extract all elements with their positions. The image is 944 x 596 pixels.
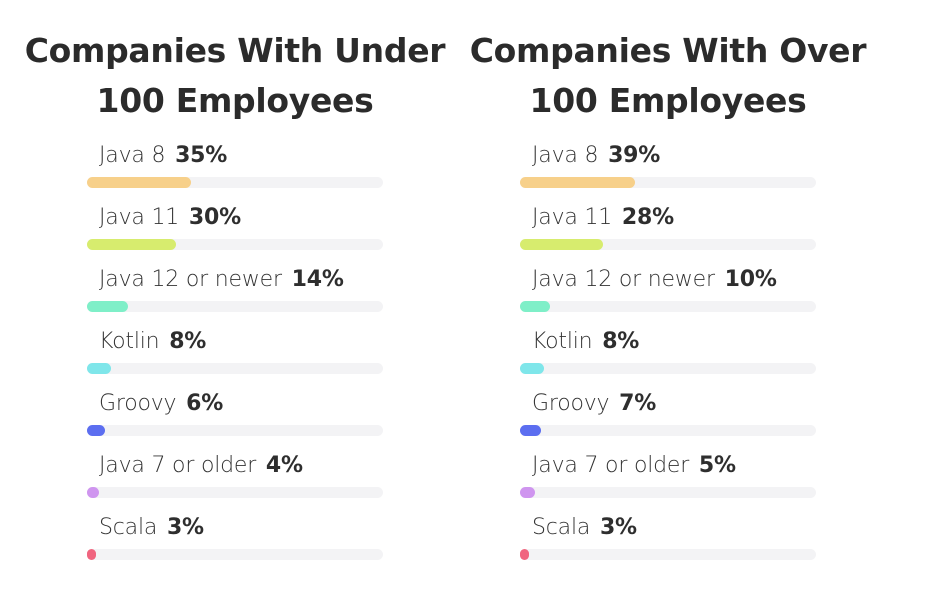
chart-panel-over-100: Companies With Over 100 Employees Java 8… [448, 0, 888, 596]
bar-label: Java 11 28% [532, 205, 674, 230]
bar-track [520, 301, 816, 312]
bar-label: Scala 3% [99, 515, 204, 540]
bar-fill [87, 549, 96, 560]
bar-value-label: 7% [619, 391, 657, 416]
bar-fill [87, 301, 129, 312]
bar-track [520, 177, 816, 188]
bar-value-label: 10% [724, 267, 777, 292]
bar-fill [520, 549, 529, 560]
bar-label: Java 8 35% [99, 143, 227, 168]
bar-fill [520, 425, 541, 436]
bar-track [520, 425, 816, 436]
bar-row: Java 11 30% [87, 202, 383, 264]
bar-value-label: 30% [188, 205, 241, 230]
bar-value-label: 6% [186, 391, 224, 416]
bar-row: Groovy 7% [520, 388, 816, 450]
bar-track [87, 549, 383, 560]
bar-fill [520, 487, 535, 498]
bar-category-label: Groovy [532, 391, 610, 416]
bar-label: Java 12 or newer 10% [532, 267, 777, 292]
bar-category-label: Java 8 [99, 143, 166, 168]
bar-category-label: Java 12 or newer [532, 267, 715, 292]
chart-title-line: 100 Employees [529, 81, 807, 120]
bar-label: Groovy 7% [532, 391, 656, 416]
bar-category-label: Java 12 or newer [99, 267, 282, 292]
bar-value-label: 8% [169, 329, 207, 354]
bar-label: Java 8 39% [532, 143, 660, 168]
bar-label: Java 7 or older 5% [532, 453, 736, 478]
chart-title-under-100: Companies With Under 100 Employees [15, 26, 455, 126]
bar-row: Kotlin 8% [87, 326, 383, 388]
bar-row: Java 12 or newer 14% [87, 264, 383, 326]
bar-value-label: 3% [599, 515, 637, 540]
bar-track [87, 301, 383, 312]
bar-category-label: Scala [99, 515, 158, 540]
bar-track [87, 177, 383, 188]
bar-category-label: Java 8 [532, 143, 599, 168]
bar-fill [520, 177, 636, 188]
bar-track [87, 363, 383, 374]
bar-row: Java 7 or older 5% [520, 450, 816, 512]
bar-label: Scala 3% [532, 515, 637, 540]
bar-label: Java 11 30% [99, 205, 241, 230]
bar-category-label: Java 11 [99, 205, 180, 230]
bar-value-label: 8% [602, 329, 640, 354]
bar-row: Java 11 28% [520, 202, 816, 264]
bar-fill [87, 239, 176, 250]
bar-category-label: Scala [532, 515, 591, 540]
bar-fill [520, 363, 544, 374]
bar-row: Java 8 35% [87, 140, 383, 202]
bar-list: Java 8 35% Java 11 30% Java 12 or newer 14… [87, 140, 383, 574]
bar-fill [520, 301, 550, 312]
bar-category-label: Kotlin [99, 329, 160, 354]
bar-track [520, 239, 816, 250]
bar-fill [87, 177, 191, 188]
bar-value-label: 28% [621, 205, 674, 230]
bar-label: Java 12 or newer 14% [99, 267, 344, 292]
chart-title-line: 100 Employees [96, 81, 374, 120]
bar-row: Kotlin 8% [520, 326, 816, 388]
bar-label: Kotlin 8% [532, 329, 639, 354]
bar-label: Groovy 6% [99, 391, 223, 416]
bar-value-label: 35% [175, 143, 228, 168]
bar-track [87, 425, 383, 436]
bar-category-label: Java 7 or older [532, 453, 690, 478]
bar-row: Java 8 39% [520, 140, 816, 202]
bar-category-label: Kotlin [532, 329, 593, 354]
bar-fill [520, 239, 603, 250]
bar-value-label: 39% [608, 143, 661, 168]
bar-row: Java 12 or newer 10% [520, 264, 816, 326]
bar-value-label: 5% [698, 453, 736, 478]
chart-title-line: Companies With Under [24, 31, 446, 70]
bar-row: Groovy 6% [87, 388, 383, 450]
bar-track [520, 549, 816, 560]
bar-track [87, 239, 383, 250]
bar-list: Java 8 39% Java 11 28% Java 12 or newer 10… [520, 140, 816, 574]
bar-fill [87, 425, 105, 436]
bar-track [520, 363, 816, 374]
chart-title-line: Companies With Over [469, 31, 867, 70]
bar-label: Java 7 or older 4% [99, 453, 303, 478]
bar-category-label: Java 11 [532, 205, 613, 230]
bar-value-label: 3% [166, 515, 204, 540]
bar-track [520, 487, 816, 498]
bar-fill [87, 487, 99, 498]
bar-value-label: 4% [265, 453, 303, 478]
bar-category-label: Java 7 or older [99, 453, 257, 478]
chart-panel-under-100: Companies With Under 100 Employees Java … [15, 0, 455, 596]
chart-title-over-100: Companies With Over 100 Employees [448, 26, 888, 126]
bar-row: Java 7 or older 4% [87, 450, 383, 512]
bar-track [87, 487, 383, 498]
bar-row: Scala 3% [520, 512, 816, 574]
bar-category-label: Groovy [99, 391, 177, 416]
bar-fill [87, 363, 111, 374]
bar-label: Kotlin 8% [99, 329, 206, 354]
bar-row: Scala 3% [87, 512, 383, 574]
bar-value-label: 14% [291, 267, 344, 292]
